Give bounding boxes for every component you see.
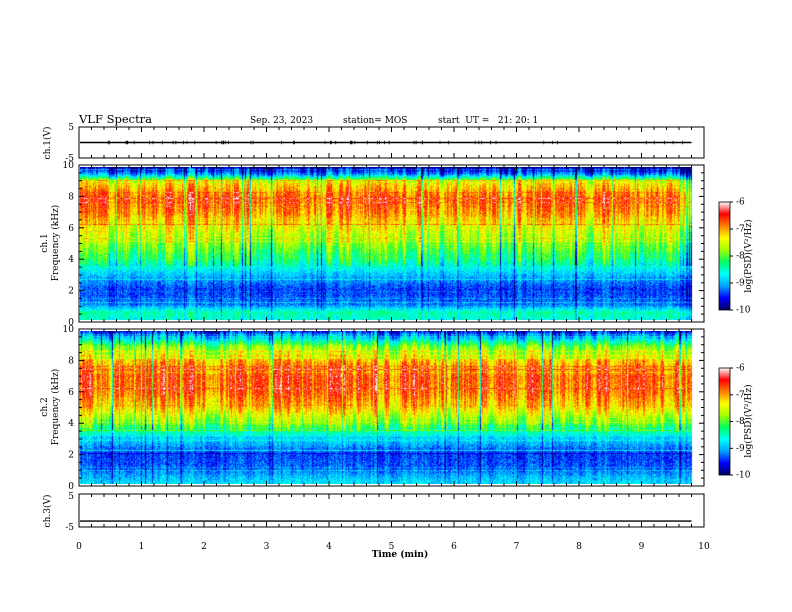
colorbar-tick-label: -7: [736, 225, 745, 235]
y-tick-label: 4: [68, 255, 74, 265]
colorbar-tick-label: -7: [736, 390, 745, 400]
x-axis-tick-labels: 0 1 2 3 4 5 6 7 8 9 10: [76, 542, 710, 552]
figure-title: VLF Spectra: [78, 112, 152, 126]
header-date: Sep. 23, 2023: [250, 116, 313, 126]
y-tick-label: 8: [68, 192, 74, 202]
x-tick-label: 0: [76, 542, 82, 552]
y-tick-label: 4: [68, 419, 74, 429]
ch1-colorbar-ticks: -6 -7 -8 -9 -10: [730, 198, 751, 316]
x-axis-title: Time (min): [372, 549, 429, 560]
x-tick-label: 4: [326, 542, 332, 552]
ch2-colorbar-gradient: [718, 367, 731, 476]
ch2-spectrogram-xticks: [78, 329, 705, 486]
ch1-voltage-xticks: [78, 127, 705, 158]
ch3-voltage-xticks: [78, 494, 705, 527]
ch2-spectrogram-panel: 0 2 4 6 8 10 ch.2 Frequency (kHz): [40, 325, 705, 492]
ch2-spectrogram-yticks: 0 2 4 6 8 10: [63, 325, 704, 492]
ch3-ytick-label: 5: [68, 492, 74, 502]
ch1-colorbar-label: log(PSD)(V²/Hz): [743, 219, 754, 292]
x-tick-label: 1: [139, 542, 145, 552]
ch1-spectrogram-image-holder: [80, 167, 704, 320]
y-tick-label: 8: [68, 356, 74, 366]
x-tick-label: 7: [514, 542, 520, 552]
y-tick-label: 2: [68, 451, 74, 461]
x-tick-label: 2: [201, 542, 207, 552]
ch1-spectrogram-image: [80, 167, 704, 320]
ch2-spectrogram-ylabel-frequency: Frequency (kHz): [50, 369, 61, 446]
ch1-colorbar-gradient: [718, 201, 731, 311]
colorbar-tick-label: -9: [736, 444, 745, 454]
colorbar-tick-label: -10: [736, 471, 751, 481]
ch1-ytick-label: 5: [68, 123, 74, 133]
ch3-ytick-label: -5: [65, 523, 74, 533]
colorbar-tick-label: -10: [736, 306, 751, 316]
colorbar-tick-label: -6: [736, 198, 745, 208]
colorbar-tick-label: -6: [736, 364, 745, 374]
y-tick-label: 6: [68, 224, 74, 234]
ch1-voltage-ylabel: ch.1(V): [42, 127, 53, 160]
y-tick-label: 0: [68, 318, 74, 328]
ch1-spectrogram-panel: 0 2 4 6 8 10 ch.1 Frequency (kHz): [40, 161, 705, 328]
ch1-voltage-noise: [107, 140, 684, 145]
ch2-colorbar: -6 -7 -8 -9 -10 log(PSD)(V²/Hz): [718, 364, 754, 481]
y-tick-label: 6: [68, 388, 74, 398]
y-tick-label: 10: [63, 325, 75, 335]
ch2-spectrogram-image-holder: [80, 331, 704, 484]
x-tick-label: 8: [576, 542, 582, 552]
ch1-voltage-panel: 5 -5 ch.1(V): [42, 123, 705, 164]
header-station: station= MOS: [343, 116, 407, 126]
ch1-spectrogram-xticks: [78, 165, 705, 322]
header-start-ut: start UT = 21: 20: 1: [438, 116, 538, 126]
x-tick-label: 10: [698, 542, 710, 552]
y-tick-label: 10: [63, 161, 75, 171]
ch2-colorbar-label: log(PSD)(V²/Hz): [743, 384, 754, 457]
ch1-ytick-label: -5: [65, 154, 74, 164]
colorbar-tick-label: -8: [736, 252, 745, 262]
x-tick-label: 6: [451, 542, 457, 552]
ch2-colorbar-ticks: -6 -7 -8 -9 -10: [730, 364, 751, 481]
y-tick-label: 0: [68, 482, 74, 492]
ch1-colorbar: -6 -7 -8 -9 -10 log(PSD)(V²/Hz): [718, 198, 754, 316]
colorbar-tick-label: -8: [736, 417, 745, 427]
colorbar-tick-label: -9: [736, 279, 745, 289]
x-tick-label: 5: [389, 542, 395, 552]
ch3-voltage-panel: 5 -5 ch.3(V): [42, 492, 705, 533]
ch2-spectrogram-ylabel-channel: ch.2: [40, 397, 50, 416]
x-tick-label: 3: [264, 542, 270, 552]
ch2-spectrogram-image: [80, 331, 704, 484]
ch3-voltage-ylabel: ch.3(V): [42, 495, 53, 528]
y-tick-label: 2: [68, 287, 74, 297]
ch1-spectrogram-ylabel-frequency: Frequency (kHz): [50, 205, 61, 282]
ch1-spectrogram-ylabel-channel: ch.1: [40, 233, 50, 252]
x-tick-label: 9: [639, 542, 645, 552]
ch1-spectrogram-yticks: 0 2 4 6 8 10: [63, 161, 704, 328]
